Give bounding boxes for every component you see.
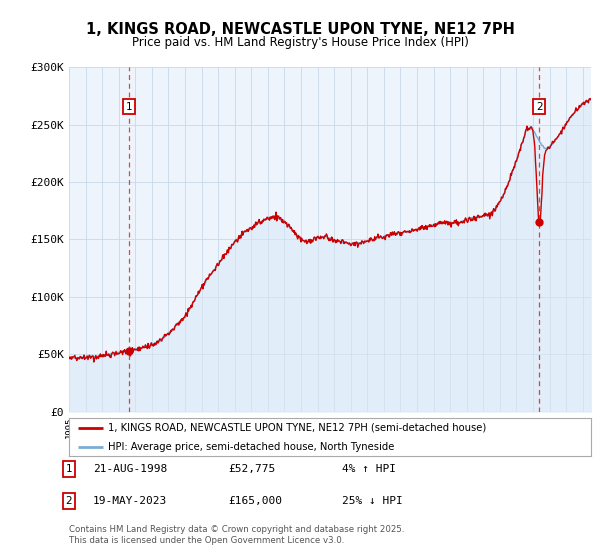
Text: 2: 2 [536, 102, 542, 112]
Text: 25% ↓ HPI: 25% ↓ HPI [342, 496, 403, 506]
Text: HPI: Average price, semi-detached house, North Tyneside: HPI: Average price, semi-detached house,… [108, 442, 395, 452]
Text: Price paid vs. HM Land Registry's House Price Index (HPI): Price paid vs. HM Land Registry's House … [131, 36, 469, 49]
Text: 1, KINGS ROAD, NEWCASTLE UPON TYNE, NE12 7PH (semi-detached house): 1, KINGS ROAD, NEWCASTLE UPON TYNE, NE12… [108, 423, 487, 433]
Text: 1, KINGS ROAD, NEWCASTLE UPON TYNE, NE12 7PH: 1, KINGS ROAD, NEWCASTLE UPON TYNE, NE12… [86, 22, 514, 38]
Text: 2: 2 [65, 496, 73, 506]
Text: 1: 1 [65, 464, 73, 474]
Text: 21-AUG-1998: 21-AUG-1998 [93, 464, 167, 474]
Text: £52,775: £52,775 [228, 464, 275, 474]
Text: 19-MAY-2023: 19-MAY-2023 [93, 496, 167, 506]
Text: 1: 1 [126, 102, 133, 112]
Text: £165,000: £165,000 [228, 496, 282, 506]
Text: Contains HM Land Registry data © Crown copyright and database right 2025.
This d: Contains HM Land Registry data © Crown c… [69, 525, 404, 545]
Text: 4% ↑ HPI: 4% ↑ HPI [342, 464, 396, 474]
